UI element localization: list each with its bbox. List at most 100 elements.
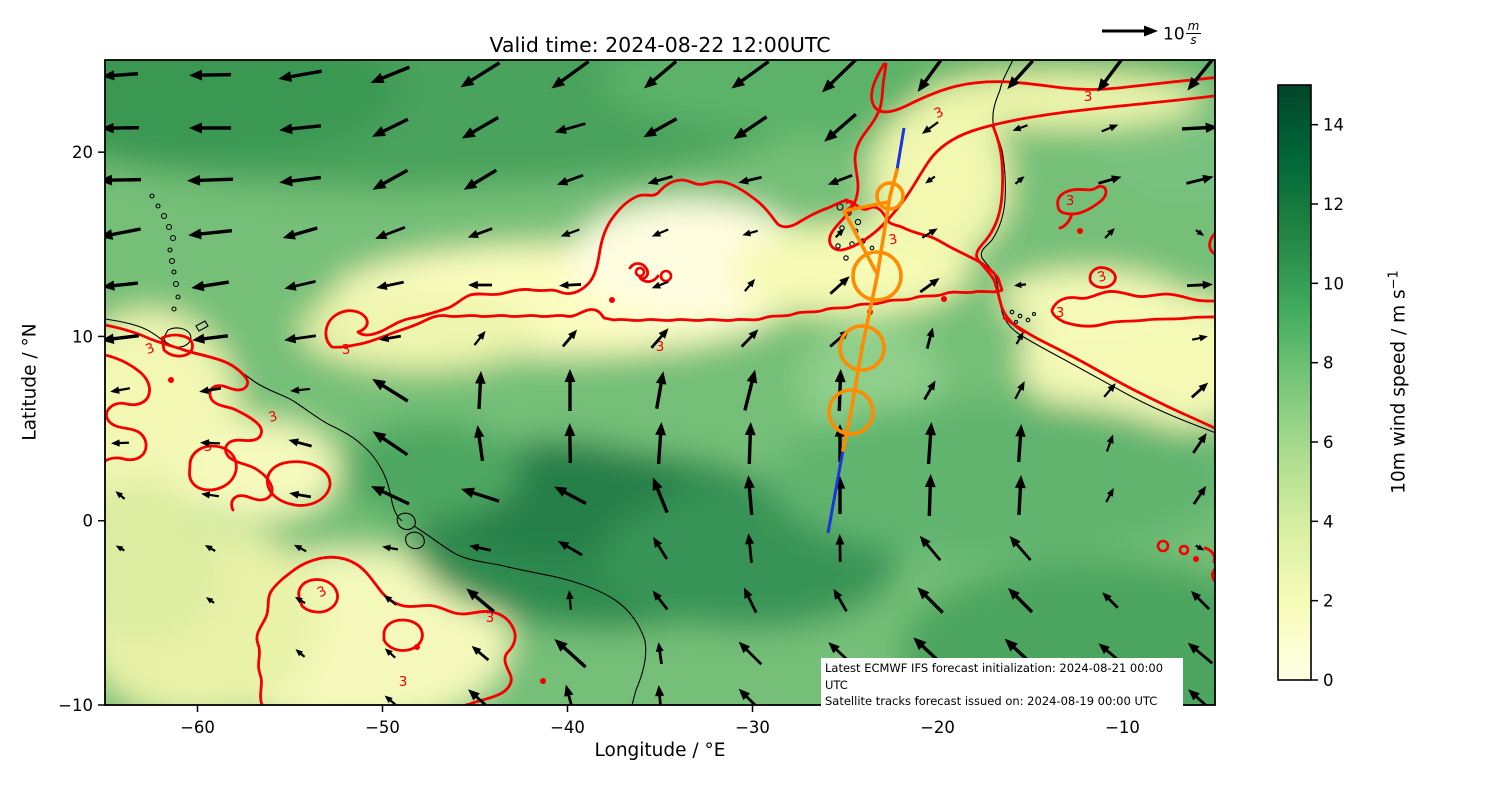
wind-arrow bbox=[1104, 227, 1115, 239]
track-uncertainty-circle bbox=[851, 250, 903, 302]
wind-arrow bbox=[474, 425, 485, 462]
contour-line bbox=[1208, 231, 1215, 256]
cape-verde-island bbox=[836, 203, 844, 211]
wind-arrow bbox=[554, 638, 587, 669]
wind-arrow bbox=[288, 438, 312, 448]
contour-label: 3 bbox=[267, 408, 279, 426]
wind-arrow bbox=[1102, 592, 1119, 609]
wind-arrow bbox=[205, 597, 215, 604]
wind-arrow bbox=[559, 281, 582, 290]
quiver-key-unit-numerator: m bbox=[1185, 19, 1202, 34]
coastline bbox=[405, 531, 425, 550]
wind-arrow bbox=[201, 491, 220, 499]
wind-arrow bbox=[919, 535, 942, 562]
contour-line bbox=[188, 444, 238, 492]
coastline bbox=[413, 525, 647, 705]
quiver-key-unit-denominator: s bbox=[1190, 32, 1197, 47]
contour-dot bbox=[1077, 228, 1083, 234]
wind-arrow bbox=[743, 369, 758, 411]
coastline bbox=[195, 320, 209, 332]
colorbar: 0 2 4 6 8 10 12 14 bbox=[1277, 84, 1344, 690]
x-tick-label: −10 bbox=[1105, 718, 1140, 737]
wind-arrow bbox=[1192, 433, 1207, 454]
track-extension-line bbox=[826, 449, 845, 534]
contour-line bbox=[975, 124, 1026, 334]
wind-arrow bbox=[923, 380, 936, 401]
contour-label: 3 bbox=[887, 231, 898, 248]
island bbox=[1025, 317, 1031, 323]
wind-arrow bbox=[469, 543, 492, 552]
wind-arrow bbox=[188, 228, 233, 240]
wind-arrow bbox=[1015, 331, 1024, 345]
wind-arrow bbox=[1186, 174, 1214, 185]
info-box: Latest ECMWF IFS forecast initialization… bbox=[821, 658, 1183, 713]
wind-arrow bbox=[279, 175, 322, 187]
plot-frame bbox=[104, 59, 1216, 706]
wind-arrow bbox=[824, 112, 857, 142]
wind-arrow bbox=[1187, 60, 1214, 91]
wind-arrow bbox=[187, 174, 234, 186]
island bbox=[172, 280, 180, 288]
colorbar-tick-label: 10 bbox=[1323, 274, 1344, 293]
wind-arrow bbox=[652, 477, 669, 514]
wind-arrow bbox=[560, 228, 580, 237]
island bbox=[1013, 319, 1019, 325]
wind-arrow bbox=[199, 386, 222, 395]
wind-arrow bbox=[105, 280, 139, 291]
colorbar-tick-label: 14 bbox=[1323, 116, 1344, 135]
wind-arrow bbox=[650, 328, 669, 349]
wind-arrow bbox=[1181, 122, 1215, 133]
wind-arrow bbox=[561, 329, 578, 348]
wind-arrow bbox=[372, 378, 409, 403]
wind-arrow bbox=[1195, 544, 1205, 551]
wind-arrow bbox=[566, 590, 574, 611]
island bbox=[169, 234, 177, 242]
contour-line bbox=[870, 62, 1215, 114]
wind-arrow bbox=[921, 228, 938, 239]
wind-arrow bbox=[743, 587, 758, 614]
y-tick-label: 0 bbox=[83, 512, 94, 531]
wind-arrow bbox=[652, 590, 669, 611]
wind-arrow bbox=[556, 173, 584, 186]
wind-arrow bbox=[743, 475, 755, 516]
wind-arrow bbox=[1187, 642, 1214, 665]
wind-arrow bbox=[655, 642, 664, 665]
contour-label: 3 bbox=[204, 439, 213, 455]
wind-arrow bbox=[105, 122, 140, 134]
wind-arrow bbox=[1105, 434, 1114, 452]
wind-arrow bbox=[293, 544, 307, 553]
contour-line bbox=[105, 353, 151, 463]
colorbar-tick-label: 2 bbox=[1323, 592, 1334, 611]
wind-arrow bbox=[105, 227, 141, 240]
wind-arrow bbox=[738, 688, 763, 705]
contour-ring bbox=[634, 266, 646, 278]
x-tick-label: −40 bbox=[550, 718, 585, 737]
wind-arrow bbox=[204, 545, 216, 552]
quiver-key-arrow bbox=[1102, 25, 1158, 37]
track-extension-line bbox=[895, 127, 906, 171]
wind-arrow bbox=[554, 486, 587, 505]
wind-arrow bbox=[551, 60, 590, 89]
wind-arrow bbox=[925, 422, 937, 465]
wind-arrow bbox=[289, 490, 312, 499]
wind-arrow bbox=[1014, 475, 1026, 516]
wind-arrow bbox=[731, 60, 770, 89]
contour-dot bbox=[414, 644, 420, 650]
wind-arrow bbox=[372, 431, 409, 457]
wind-arrow bbox=[1015, 424, 1026, 463]
colorbar-gradient bbox=[1277, 84, 1312, 681]
y-axis: 20 10 0 −10 bbox=[58, 143, 105, 715]
contour-line bbox=[105, 323, 274, 512]
wind-arrow bbox=[471, 645, 490, 662]
wind-arrow bbox=[376, 280, 404, 291]
wind-arrow bbox=[557, 541, 583, 557]
wind-arrow bbox=[1101, 124, 1119, 133]
wind-arrow bbox=[467, 227, 493, 238]
wind-arrow bbox=[647, 175, 673, 185]
contour-ring bbox=[659, 269, 673, 283]
quiver-key: 10 m s bbox=[1163, 19, 1202, 47]
wind-arrow bbox=[384, 648, 396, 659]
island bbox=[171, 306, 177, 312]
contour-ring bbox=[1178, 544, 1190, 556]
